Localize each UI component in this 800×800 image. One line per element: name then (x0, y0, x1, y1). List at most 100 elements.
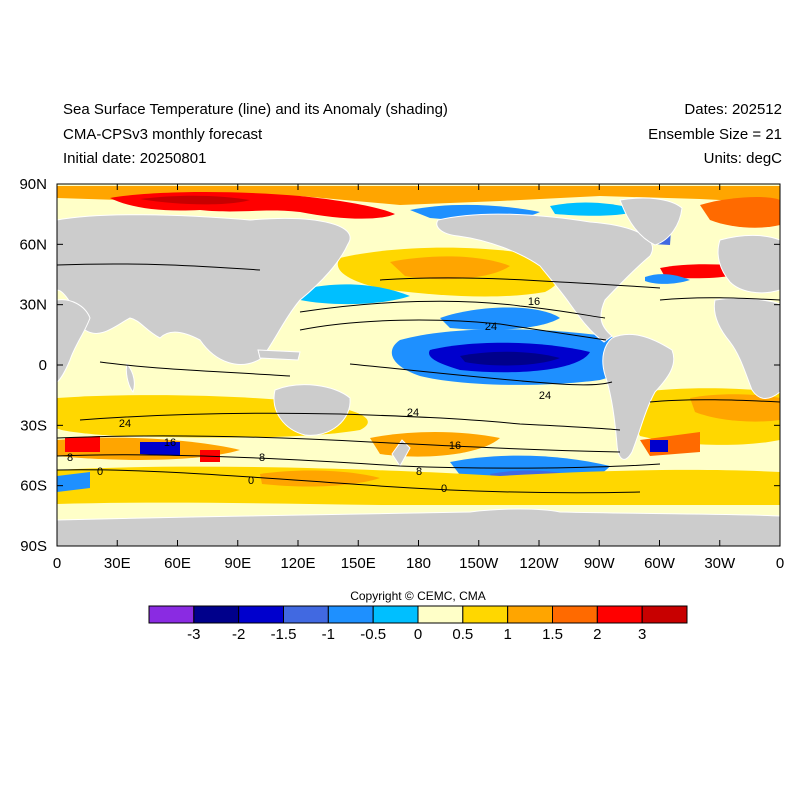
colorbar-swatch (283, 605, 329, 624)
contour-line-north-atlantic (659, 297, 780, 301)
north-pacific-warm-core (390, 256, 510, 280)
contour-line-16-south (57, 435, 621, 453)
lat-tick-label: 30S (20, 417, 47, 434)
colorbar-swatch (148, 605, 195, 624)
colorbar-swatch (462, 605, 509, 624)
map-field: 16 24 24 24 16 8 0 8 0 8 0 16 24 (57, 184, 780, 546)
europe-land (717, 234, 780, 294)
greenland-land (619, 197, 683, 246)
colorbar-swatch (193, 605, 240, 624)
contour-label-9: 0 (248, 475, 254, 487)
lat-tick-label: 0 (39, 357, 47, 374)
colorbar-label: 1.5 (542, 626, 563, 643)
copyright-notice: Copyright © CEMC, CMA (350, 589, 486, 603)
contour-label-5: 16 (449, 440, 461, 452)
map-title: Sea Surface Temperature (line) and its A… (63, 101, 448, 118)
lon-tick-label: 90W (584, 555, 616, 572)
lon-tick-label: 30E (104, 555, 131, 572)
arctic-extreme-anomaly (140, 195, 250, 205)
contour-labels: 16 24 24 24 16 8 0 8 0 8 0 16 24 (67, 296, 551, 495)
lon-tick-label: 180 (406, 555, 431, 572)
lon-tick-label: 30W (704, 555, 736, 572)
colorbar: -3 -2 -1.5 -1 -0.5 0 0.5 1 1.5 2 3 (148, 605, 688, 643)
contour-line-0-south (57, 469, 641, 494)
lon-tick-label: 120W (519, 555, 559, 572)
contour-label-12: 16 (164, 437, 176, 449)
contour-line-north-asia (57, 263, 261, 271)
colorbar-label: -0.5 (360, 626, 386, 643)
contour-label-7: 0 (441, 483, 447, 495)
new-zealand-land (391, 439, 411, 467)
lat-tick-label: 90S (20, 538, 47, 555)
longitude-axis: 0 30E 60E 90E 120E 150E 180 150W 120W 90W 60W 30W 0 (53, 184, 784, 572)
norwegian-sea-warm (700, 197, 780, 228)
contour-line-24-south (79, 412, 621, 431)
colorbar-swatch (552, 605, 598, 624)
lon-tick-label: 120E (280, 555, 315, 572)
south-america-land (602, 333, 675, 460)
latitude-axis: 90N 60N 30N 0 30S 60S 90S (19, 176, 780, 555)
colorbar-swatch (327, 605, 374, 624)
contour-line-24-indian (99, 361, 291, 377)
africa-east-land (57, 299, 91, 383)
southern-cold-patch-1 (140, 442, 180, 456)
north-america-land (436, 213, 653, 343)
contour-label-2: 24 (485, 321, 497, 333)
contour-label-11: 0 (97, 466, 103, 478)
model-subtitle: CMA-CPSv3 monthly forecast (63, 126, 263, 143)
southern-cool-west (57, 472, 90, 492)
colorbar-swatch (507, 605, 553, 624)
lat-tick-label: 60S (20, 478, 47, 495)
gulf-stream-cold (645, 274, 690, 284)
contour-label-6: 8 (416, 466, 422, 478)
ensemble-size: Ensemble Size = 21 (648, 126, 782, 143)
equatorial-coldest (460, 351, 560, 366)
colorbar-label: 3 (638, 626, 646, 643)
land-masses (57, 197, 780, 546)
lat-tick-label: 90N (19, 176, 47, 193)
kuroshio-cool (300, 284, 410, 305)
sst-contours (57, 263, 780, 494)
forecast-dates: Dates: 202512 (684, 101, 782, 118)
contour-label-1: 16 (528, 296, 540, 308)
colorbar-label: -1 (322, 626, 335, 643)
contour-label-4: 24 (407, 407, 419, 419)
contour-label-10: 8 (67, 452, 73, 464)
lon-tick-label: 60W (644, 555, 676, 572)
lon-tick-label: 60E (164, 555, 191, 572)
colorbar-label: 0.5 (452, 626, 473, 643)
colorbar-label: -3 (187, 626, 200, 643)
contour-line-16-north (299, 300, 606, 319)
colorbar-label: -2 (232, 626, 245, 643)
africa-west-land (713, 297, 780, 399)
colorbar-swatch (596, 605, 643, 624)
southern-hot-patch-1 (65, 436, 100, 452)
contour-label-13: 24 (119, 418, 131, 430)
initial-date: Initial date: 20250801 (63, 150, 207, 167)
lon-tick-label: 150E (341, 555, 376, 572)
arctic-warm-band (57, 186, 780, 205)
central-pacific-cool (440, 307, 560, 330)
madagascar-land (125, 362, 135, 393)
contour-line-north-pacific (379, 277, 661, 289)
colorbar-swatch (417, 605, 464, 624)
lon-tick-label: 150W (459, 555, 499, 572)
southern-ocean-band (57, 466, 780, 512)
units-label: Units: degC (703, 150, 782, 167)
contour-line-24-north (299, 319, 607, 341)
lon-tick-label: 90E (224, 555, 251, 572)
southern-ocean-warm-mid (260, 470, 380, 487)
contour-label-8: 8 (259, 452, 265, 464)
barents-cool-patch (550, 202, 640, 216)
contour-label-3: 24 (539, 390, 551, 402)
colorbar-swatch (372, 605, 419, 624)
colorbar-swatch (641, 605, 688, 624)
contour-line-south-atlantic (649, 399, 780, 403)
antarctica-land (57, 508, 780, 546)
colorbar-label: -1.5 (271, 626, 297, 643)
contour-line-24-pacific-east (349, 363, 613, 386)
lat-tick-label: 60N (19, 236, 47, 253)
australia-land (273, 384, 351, 436)
brazil-malvinas-cold (650, 440, 668, 452)
